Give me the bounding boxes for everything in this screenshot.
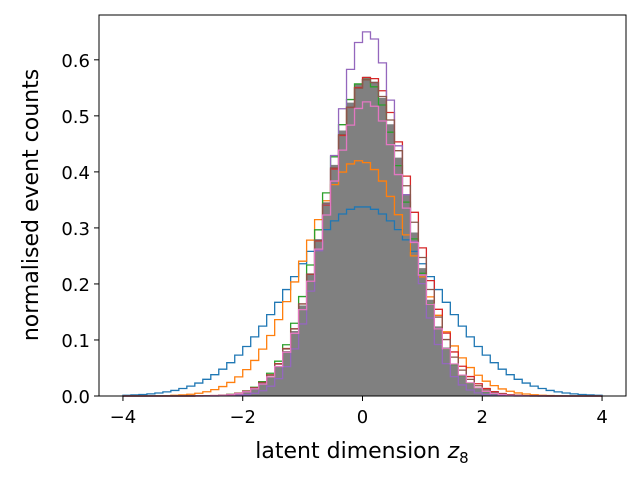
x-tick-label: −4 [110,407,137,428]
histogram-series-8 [122,101,603,397]
y-tick-label: 0.6 [61,51,90,72]
y-tick-label: 0.4 [61,163,90,184]
y-axis-ticks: 0.0 0.1 0.2 0.3 0.4 0.5 0.6 [61,51,99,408]
x-tick-label: 2 [477,407,488,428]
x-tick-label: 4 [596,407,607,428]
x-axis-ticks: −4 −2 0 2 4 [110,396,608,428]
y-tick-label: 0.0 [61,387,90,408]
histogram-series-3 [122,160,603,397]
y-tick-label: 0.5 [61,107,90,128]
y-tick-label: 0.2 [61,275,90,296]
histogram-series-2 [122,206,603,396]
x-tick-label: 0 [357,407,368,428]
plot-series [122,31,603,397]
y-tick-label: 0.1 [61,331,90,352]
y-tick-label: 0.3 [61,219,90,240]
x-axis-label: latent dimension z8 [255,439,468,467]
y-axis-label: normalised event counts [19,69,44,341]
histogram-series-1 [122,76,603,396]
x-tick-label: −2 [229,407,256,428]
